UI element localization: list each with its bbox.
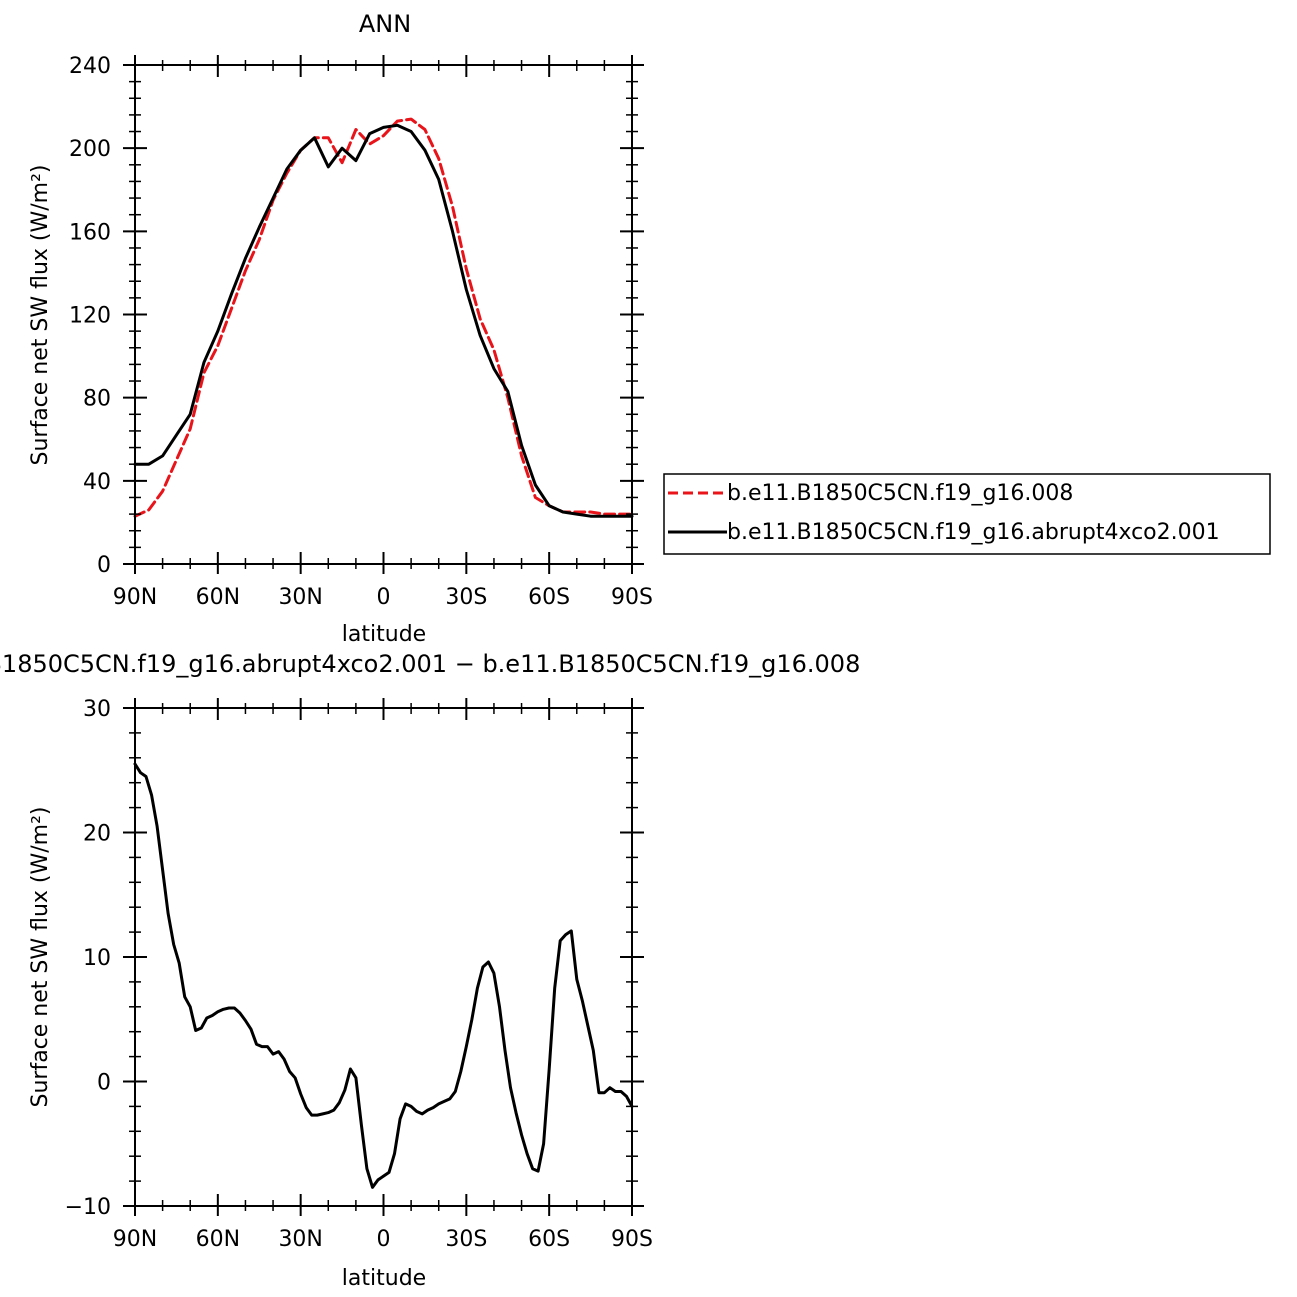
bottom-panel-title: b.e11.B1850C5CN.f19_g16.abrupt4xco2.001 … (0, 650, 860, 678)
legend-label-series-2: b.e11.B1850C5CN.f19_g16.abrupt4xco2.001 (727, 520, 1220, 545)
top-panel: ANN 90N 60N 30N 0 30S 60S 90S 0 40 80 120 160 200 240… (28, 10, 1271, 647)
bottom-x-axis-label: latitude (342, 1266, 426, 1291)
top-x-tick-label: 60N (196, 585, 240, 610)
bottom-x-tick-label: 60S (528, 1227, 570, 1252)
bottom-y-tick-label: 20 (83, 822, 111, 847)
bottom-series-line-1 (133, 762, 634, 1189)
top-panel-title: ANN (359, 10, 411, 38)
top-legend: b.e11.B1850C5CN.f19_g16.008 b.e11.B1850C… (663, 473, 1271, 555)
top-plot-frame (134, 64, 633, 565)
top-y-tick-label: 160 (69, 220, 111, 245)
top-y-tick-label: 200 (69, 137, 111, 162)
top-y-tick-label: 40 (83, 470, 111, 495)
bottom-y-tick-label: 30 (83, 697, 111, 722)
top-y-tick-label: 240 (69, 54, 111, 79)
top-y-tick-label: 0 (97, 553, 111, 578)
legend-box (663, 473, 1271, 555)
top-series-line-2 (133, 123, 634, 518)
top-x-tick-label: 30N (278, 585, 322, 610)
bottom-x-tick-label: 30N (278, 1227, 322, 1252)
bottom-x-tick-label: 90S (611, 1227, 653, 1252)
top-y-tick-label: 80 (83, 387, 111, 412)
legend-label-series-1: b.e11.B1850C5CN.f19_g16.008 (727, 481, 1073, 506)
top-y-tick-label: 120 (69, 304, 111, 329)
bottom-y-tick-label: 10 (83, 946, 111, 971)
top-y-axis-label: Surface net SW flux (W/m²) (28, 164, 53, 465)
top-x-tick-label: 0 (377, 585, 391, 610)
bottom-y-tick-label: 0 (97, 1071, 111, 1096)
bottom-x-tick-label: 90N (113, 1227, 157, 1252)
bottom-y-axis-label: Surface net SW flux (W/m²) (28, 806, 53, 1107)
top-x-axis-label: latitude (342, 622, 426, 647)
bottom-x-tick-label: 30S (445, 1227, 487, 1252)
bottom-y-tick-label: −10 (65, 1195, 111, 1220)
top-series-line-1 (133, 117, 634, 518)
bottom-x-tick-label: 60N (196, 1227, 240, 1252)
bottom-plot-area: 90N 60N 30N 0 30S 60S 90S −10 0 10 20 30 (65, 697, 653, 1252)
top-x-tick-label: 90S (611, 585, 653, 610)
bottom-panel: b.e11.B1850C5CN.f19_g16.abrupt4xco2.001 … (0, 650, 860, 1291)
top-x-tick-label: 90N (113, 585, 157, 610)
top-x-tick-label: 60S (528, 585, 570, 610)
top-plot-area: 90N 60N 30N 0 30S 60S 90S 0 40 80 120 160 200 240 (69, 54, 653, 610)
top-x-tick-label: 30S (445, 585, 487, 610)
bottom-x-tick-label: 0 (377, 1227, 391, 1252)
